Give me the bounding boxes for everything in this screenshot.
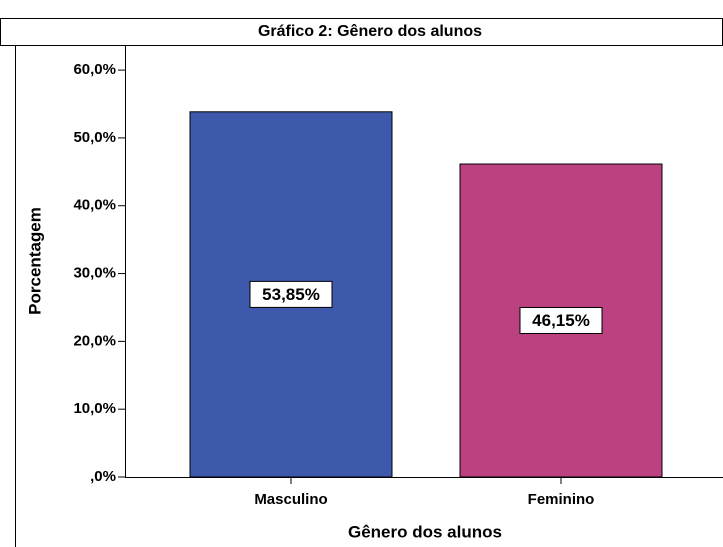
value-label: 46,15% (532, 311, 590, 330)
x-axis-label: Gênero dos alunos (348, 522, 502, 541)
value-label: 53,85% (262, 285, 320, 304)
value-label-box (519, 307, 603, 335)
y-tick-label: 40,0% (73, 197, 116, 214)
y-tick-label: 50,0% (73, 129, 116, 146)
y-tick-label: 30,0% (73, 265, 116, 282)
x-tick-label: Masculino (254, 491, 327, 508)
y-tick-label: 20,0% (73, 332, 116, 349)
y-tick-label: 10,0% (73, 400, 116, 417)
title-box (0, 18, 723, 46)
x-tick-label: Feminino (528, 491, 595, 508)
chart-title: Gráfico 2: Gênero dos alunos (258, 23, 482, 40)
y-tick-label: ,0% (90, 468, 116, 485)
value-label-box (249, 280, 333, 308)
y-tick-label: 60,0% (73, 61, 116, 78)
y-axis-label: Porcentagem (25, 207, 44, 315)
